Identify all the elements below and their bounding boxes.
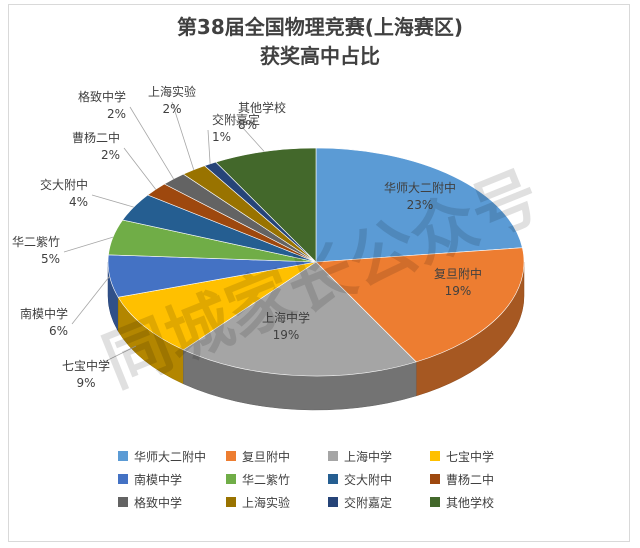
legend-swatch	[328, 497, 338, 507]
leader-line	[207, 129, 211, 164]
legend-label: 其他学校	[446, 495, 494, 510]
legend-swatch	[430, 451, 440, 461]
legend-label: 上海实验	[242, 495, 290, 510]
slice-value-label: 19%	[445, 284, 472, 298]
leader-line	[129, 106, 174, 180]
data-labels: 华师大二附中 23% 复旦附中 19% 上海中学 19% 七宝中学 9% 南模中学 6% 华二紫竹 5…	[12, 84, 482, 390]
leader-line	[71, 276, 110, 325]
legend-label: 七宝中学	[446, 449, 494, 464]
legend-swatch	[118, 451, 128, 461]
pie-slice	[215, 147, 317, 263]
legend-label: 复旦附中	[242, 449, 290, 464]
slice-name-label: 上海中学	[262, 310, 310, 325]
slice-value-label: 4%	[69, 195, 88, 209]
slice-name-label: 华师大二附中	[384, 180, 456, 195]
legend-swatch	[430, 497, 440, 507]
legend-swatch	[430, 474, 440, 484]
pie-slices	[107, 147, 525, 411]
slice-value-label: 8%	[238, 118, 257, 132]
slice-value-label: 19%	[273, 328, 300, 342]
slice-name-label: 格致中学	[78, 89, 126, 104]
chart-title: 第38届全国物理竞赛(上海赛区)	[177, 15, 463, 39]
slice-value-label: 9%	[76, 376, 95, 390]
legend-swatch	[118, 497, 128, 507]
legend-swatch	[328, 451, 338, 461]
slice-name-label: 复旦附中	[434, 266, 482, 281]
slice-name-label: 七宝中学	[62, 358, 110, 373]
legend-swatch	[118, 474, 128, 484]
pie-slice	[315, 147, 523, 263]
slice-value-label: 1%	[212, 130, 231, 144]
legend-label: 格致中学	[134, 495, 182, 510]
slice-name-label: 其他学校	[238, 100, 286, 115]
slice-value-label: 5%	[41, 252, 60, 266]
slice-name-label: 上海实验	[148, 84, 196, 99]
slice-name-label: 南模中学	[20, 306, 68, 321]
legend-label: 南模中学	[134, 472, 182, 487]
slice-name-label: 交附嘉定	[212, 112, 260, 127]
slice-name-label: 华二紫竹	[12, 235, 60, 249]
leader-line	[171, 101, 195, 170]
leader-line	[91, 194, 134, 208]
legend-swatch	[226, 497, 236, 507]
legend-label: 华二紫竹	[242, 473, 290, 487]
legend-label: 华师大二附中	[134, 449, 206, 464]
slice-value-label: 2%	[101, 148, 120, 162]
legend-swatch	[226, 474, 236, 484]
slice-name-label: 交大附中	[40, 177, 88, 192]
legend-label: 交附嘉定	[344, 495, 392, 510]
pie-slice	[182, 261, 417, 377]
pie-slice	[315, 247, 525, 363]
legend-swatch	[226, 451, 236, 461]
pie-slice	[117, 261, 317, 351]
slice-value-label: 6%	[49, 324, 68, 338]
legend-label: 上海中学	[344, 449, 392, 464]
leader-line	[103, 345, 137, 363]
slice-value-label: 2%	[107, 107, 126, 121]
legend-swatch	[328, 474, 338, 484]
chart-subtitle: 获奖高中占比	[260, 44, 380, 68]
leader-line	[123, 147, 157, 190]
slice-value-label: 23%	[407, 198, 434, 212]
legend-label: 曹杨二中	[446, 472, 494, 487]
slice-value-label: 2%	[162, 102, 181, 116]
slice-name-label: 曹杨二中	[72, 130, 120, 145]
legend-label: 交大附中	[344, 472, 392, 487]
leader-line	[233, 117, 265, 152]
leader-line	[63, 236, 114, 253]
